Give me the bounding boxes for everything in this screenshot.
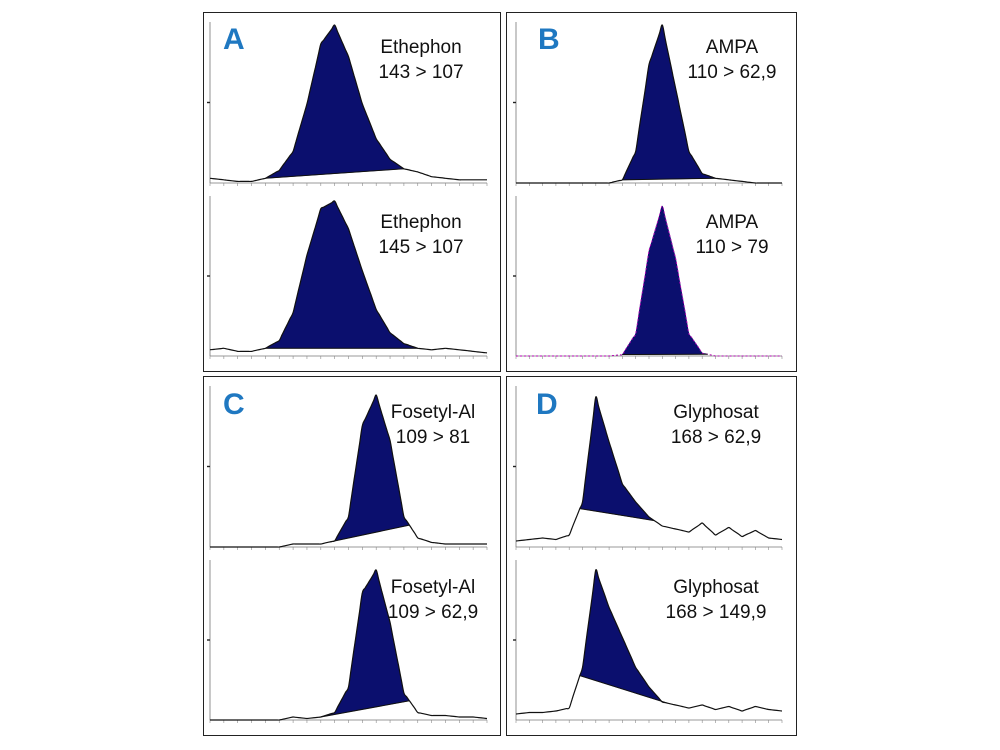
panel-b-trace-1-line xyxy=(516,24,782,184)
panel-c-trace-1-integration-baseline xyxy=(329,524,410,543)
panel-a-trace-2-transition: 145 > 107 xyxy=(378,237,464,258)
panel-letter-d: D xyxy=(536,388,558,421)
panel-d-trace-2-compound: Glyphosat xyxy=(673,577,759,598)
panel-a-trace-1-compound: Ethephon xyxy=(380,37,462,58)
panel-c-trace-2-integration-baseline xyxy=(320,700,410,718)
panel-letter-a: A xyxy=(223,23,245,56)
panel-a-trace-2-compound: Ethephon xyxy=(380,212,462,233)
panel-c-trace-2-line xyxy=(210,569,488,721)
panel-a-trace-2-label: Ethephon 145 > 107 xyxy=(351,210,491,260)
panel-c-trace-1-line xyxy=(210,394,487,548)
panel-b-trace-1-transition: 110 > 62,9 xyxy=(687,62,777,83)
panel-c-trace-1-label: Fosetyl-Al 109 > 81 xyxy=(363,400,503,450)
panel-b-trace-1-integration-baseline xyxy=(622,177,716,181)
panel-a-trace-1-line xyxy=(209,24,487,183)
panel-c-frame xyxy=(203,376,501,736)
panel-d-trace-1-compound: Glyphosat xyxy=(673,402,759,423)
panel-d-trace-1-line xyxy=(515,396,783,542)
panel-c-trace-1-transition: 109 > 81 xyxy=(395,427,471,448)
panel-d-frame xyxy=(506,376,797,736)
panel-a-trace-2-line xyxy=(209,200,488,354)
panel-b-trace-2-transition: 110 > 79 xyxy=(695,237,769,258)
panel-c-trace-1-compound: Fosetyl-Al xyxy=(390,402,476,423)
panel-d-trace-2-label: Glyphosat 168 > 149,9 xyxy=(646,575,786,625)
panel-d-trace-1-label: Glyphosat 168 > 62,9 xyxy=(646,400,786,450)
panel-d-trace-2-integration-baseline xyxy=(579,675,668,704)
panel-d-trace-1-integration-baseline xyxy=(579,508,655,522)
panel-letter-c: C xyxy=(223,388,245,421)
panel-c-trace-2-compound: Fosetyl-Al xyxy=(390,577,476,598)
panel-c-trace-2-label: Fosetyl-Al 109 > 62,9 xyxy=(363,575,503,625)
panel-b-trace-2-line xyxy=(516,205,782,357)
panel-d-trace-2-transition: 168 > 149,9 xyxy=(665,602,767,623)
panel-b-trace-2-compound: AMPA xyxy=(705,212,759,233)
panel-a-frame xyxy=(203,12,501,372)
panel-a-trace-1-integration-baseline xyxy=(265,168,404,179)
panel-b-frame xyxy=(506,12,797,372)
panel-letter-b: B xyxy=(538,23,560,56)
panel-d-trace-2-line xyxy=(515,569,783,715)
panel-c-trace-2-transition: 109 > 62,9 xyxy=(387,602,479,623)
panel-d-trace-1-transition: 168 > 62,9 xyxy=(670,427,762,448)
panel-b-trace-2-label: AMPA 110 > 79 xyxy=(662,210,802,260)
panel-a-trace-1-label: Ethephon 143 > 107 xyxy=(351,35,491,85)
panel-a-trace-1-transition: 143 > 107 xyxy=(378,62,464,83)
panel-b-trace-1-compound: AMPA xyxy=(705,37,759,58)
panel-b-trace-1-label: AMPA 110 > 62,9 xyxy=(662,35,802,85)
